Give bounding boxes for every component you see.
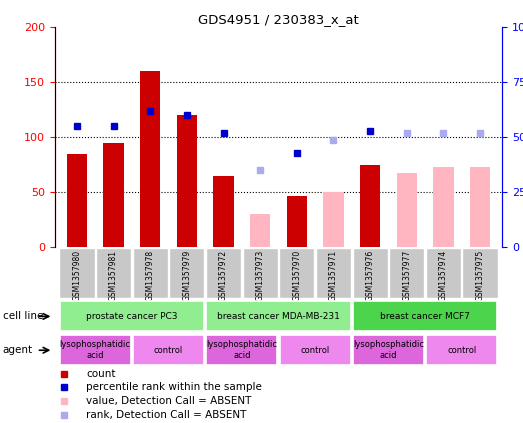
Text: breast cancer MDA-MB-231: breast cancer MDA-MB-231 bbox=[217, 312, 340, 321]
Bar bbox=[250, 214, 270, 247]
FancyBboxPatch shape bbox=[206, 248, 241, 298]
Text: GSM1357972: GSM1357972 bbox=[219, 250, 228, 301]
FancyBboxPatch shape bbox=[133, 335, 204, 365]
Bar bbox=[360, 165, 380, 247]
Bar bbox=[434, 167, 453, 247]
Bar bbox=[323, 192, 344, 247]
Bar bbox=[177, 115, 197, 247]
FancyBboxPatch shape bbox=[426, 335, 497, 365]
FancyBboxPatch shape bbox=[96, 248, 131, 298]
Text: rank, Detection Call = ABSENT: rank, Detection Call = ABSENT bbox=[86, 410, 246, 420]
Text: GSM1357974: GSM1357974 bbox=[439, 250, 448, 301]
Text: lysophosphatidic
acid: lysophosphatidic acid bbox=[60, 341, 131, 360]
Text: GSM1357981: GSM1357981 bbox=[109, 250, 118, 301]
FancyBboxPatch shape bbox=[462, 248, 498, 298]
FancyBboxPatch shape bbox=[353, 301, 497, 331]
FancyBboxPatch shape bbox=[426, 248, 461, 298]
Bar bbox=[397, 173, 417, 247]
Text: GSM1357975: GSM1357975 bbox=[475, 250, 485, 301]
Text: GSM1357977: GSM1357977 bbox=[402, 250, 411, 301]
Text: control: control bbox=[447, 346, 476, 354]
Bar bbox=[213, 176, 234, 247]
Text: GSM1357979: GSM1357979 bbox=[183, 250, 191, 301]
FancyBboxPatch shape bbox=[279, 248, 314, 298]
FancyBboxPatch shape bbox=[59, 248, 95, 298]
Text: lysophosphatidic
acid: lysophosphatidic acid bbox=[353, 341, 424, 360]
Text: agent: agent bbox=[3, 345, 33, 355]
Text: value, Detection Call = ABSENT: value, Detection Call = ABSENT bbox=[86, 396, 252, 406]
Text: control: control bbox=[154, 346, 183, 354]
Text: cell line: cell line bbox=[3, 311, 43, 321]
Text: GSM1357978: GSM1357978 bbox=[146, 250, 155, 301]
Title: GDS4951 / 230383_x_at: GDS4951 / 230383_x_at bbox=[198, 14, 359, 26]
Text: prostate cancer PC3: prostate cancer PC3 bbox=[86, 312, 178, 321]
FancyBboxPatch shape bbox=[206, 335, 277, 365]
FancyBboxPatch shape bbox=[353, 335, 424, 365]
Text: lysophosphatidic
acid: lysophosphatidic acid bbox=[207, 341, 277, 360]
Bar bbox=[287, 196, 307, 247]
Text: GSM1357980: GSM1357980 bbox=[72, 250, 82, 301]
Text: breast cancer MCF7: breast cancer MCF7 bbox=[380, 312, 470, 321]
Text: control: control bbox=[301, 346, 330, 354]
Text: GSM1357970: GSM1357970 bbox=[292, 250, 301, 301]
FancyBboxPatch shape bbox=[280, 335, 351, 365]
FancyBboxPatch shape bbox=[353, 248, 388, 298]
Text: GSM1357971: GSM1357971 bbox=[329, 250, 338, 301]
FancyBboxPatch shape bbox=[316, 248, 351, 298]
Bar bbox=[104, 143, 123, 247]
FancyBboxPatch shape bbox=[60, 301, 204, 331]
FancyBboxPatch shape bbox=[60, 335, 131, 365]
Text: count: count bbox=[86, 368, 116, 379]
Bar bbox=[470, 167, 490, 247]
FancyBboxPatch shape bbox=[243, 248, 278, 298]
Bar bbox=[140, 71, 160, 247]
Bar bbox=[67, 154, 87, 247]
FancyBboxPatch shape bbox=[169, 248, 204, 298]
FancyBboxPatch shape bbox=[133, 248, 168, 298]
Text: GSM1357976: GSM1357976 bbox=[366, 250, 374, 301]
Text: percentile rank within the sample: percentile rank within the sample bbox=[86, 382, 262, 392]
FancyBboxPatch shape bbox=[389, 248, 424, 298]
FancyBboxPatch shape bbox=[206, 301, 351, 331]
Text: GSM1357973: GSM1357973 bbox=[256, 250, 265, 301]
